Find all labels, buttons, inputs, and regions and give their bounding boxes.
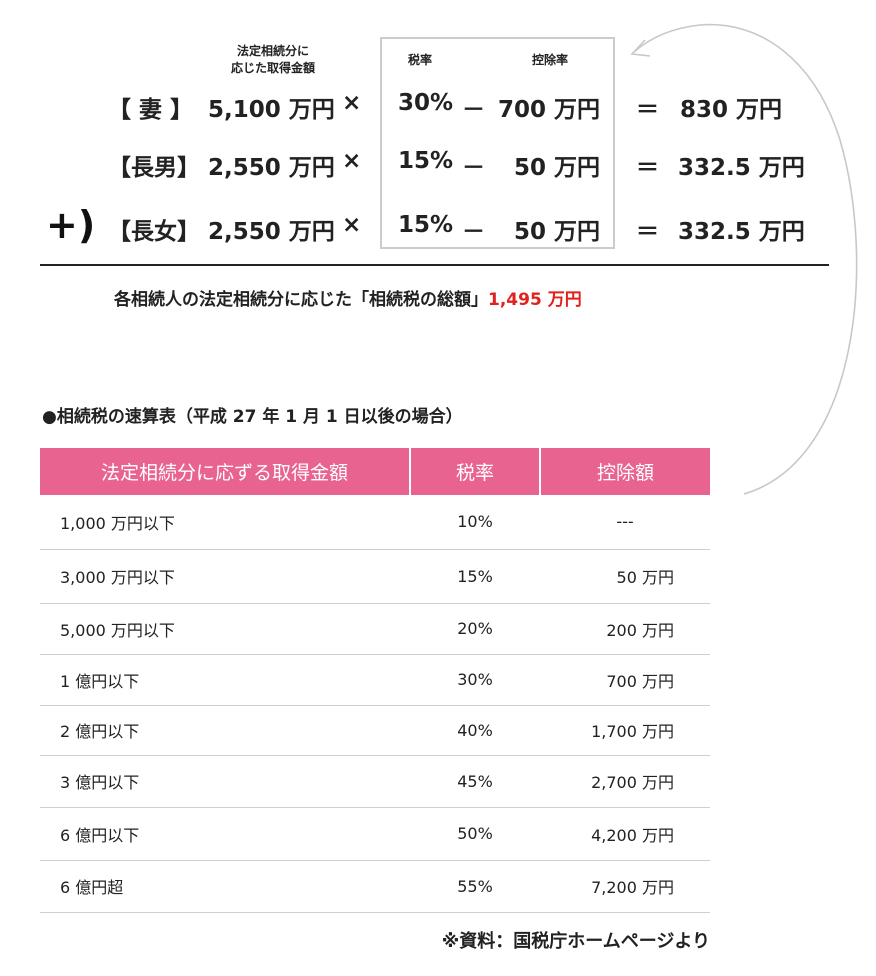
minus-sign: －	[462, 97, 485, 123]
cell-deduction: 1,700 万円	[540, 705, 710, 756]
tax-result: 332.5 万円	[678, 219, 805, 245]
cell-amount: 3,000 万円以下	[40, 549, 410, 604]
deduction-value: 50 万円	[513, 155, 600, 181]
table-row: 1 億円以下 30% 700 万円	[40, 654, 710, 706]
cell-deduction: ---	[540, 495, 710, 550]
tax-result: 830 万円	[680, 97, 783, 123]
calc-row-eldest-daughter: 【長女】 2,550 万円 × 15% － 50 万円 ＝ 332.5 万円	[0, 212, 876, 245]
heir-label: 【 妻 】	[108, 97, 194, 123]
cell-rate: 20%	[410, 603, 540, 655]
total-tax-line: 各相続人の法定相続分に応じた「相続税の総額」1,495 万円	[114, 285, 582, 310]
times-sign: ×	[342, 90, 362, 116]
deduction-value: 700 万円	[497, 97, 600, 123]
equals-sign: ＝	[636, 97, 659, 123]
cell-deduction: 4,200 万円	[540, 807, 710, 861]
table-row: 3 億円以下 45% 2,700 万円	[40, 755, 710, 808]
sum-divider-line	[40, 264, 829, 266]
times-sign: ×	[342, 212, 362, 238]
cell-rate: 45%	[410, 755, 540, 808]
amount-column-header: 法定相続分に 応じた取得金額	[208, 43, 338, 77]
speed-table: 法定相続分に応ずる取得金額 税率 控除額 1,000 万円以下 10% --- …	[40, 448, 710, 913]
rate-column-header: 税率	[407, 53, 432, 67]
total-tax-amount: 1,495 万円	[488, 290, 582, 310]
equals-sign: ＝	[636, 219, 659, 245]
table-header-row: 法定相続分に応ずる取得金額 税率 控除額	[40, 448, 710, 495]
header-deduction: 控除額	[539, 448, 710, 495]
heir-amount: 2,550 万円	[208, 155, 335, 181]
cell-rate: 10%	[410, 495, 540, 550]
cell-deduction: 7,200 万円	[540, 860, 710, 913]
source-note: ※資料：国税庁ホームページより	[441, 931, 710, 952]
deduction-column-header: 控除率	[531, 53, 568, 67]
calc-row-wife: 【 妻 】 5,100 万円 × 30% － 700 万円 ＝ 830 万円	[0, 90, 876, 123]
cell-amount: 1 億円以下	[40, 654, 410, 706]
table-row: 3,000 万円以下 15% 50 万円	[40, 549, 710, 604]
amount-header-line-1: 法定相続分に	[236, 44, 309, 58]
total-tax-label: 各相続人の法定相続分に応じた「相続税の総額」	[114, 290, 488, 310]
cell-rate: 50%	[410, 807, 540, 861]
times-sign: ×	[342, 148, 362, 174]
minus-sign: －	[462, 219, 485, 245]
heir-label: 【長女】	[108, 219, 200, 245]
minus-sign: －	[462, 155, 485, 181]
cell-rate: 15%	[410, 549, 540, 604]
tax-rate: 30%	[398, 90, 454, 116]
heir-amount: 5,100 万円	[208, 97, 335, 123]
tax-rate: 15%	[398, 148, 454, 174]
cell-amount: 2 億円以下	[40, 705, 410, 756]
header-rate: 税率	[409, 448, 540, 495]
cell-deduction: 50 万円	[540, 549, 710, 604]
cell-deduction: 2,700 万円	[540, 755, 710, 808]
cell-deduction: 200 万円	[540, 603, 710, 655]
deduction-value: 50 万円	[513, 219, 600, 245]
table-row: 6 億円超 55% 7,200 万円	[40, 860, 710, 913]
table-row: 6 億円以下 50% 4,200 万円	[40, 807, 710, 861]
heir-amount: 2,550 万円	[208, 219, 335, 245]
cell-rate: 40%	[410, 705, 540, 756]
amount-header-line-2: 応じた取得金額	[230, 61, 315, 75]
table-row: 1,000 万円以下 10% ---	[40, 495, 710, 550]
cell-rate: 30%	[410, 654, 540, 706]
cell-amount: 6 億円以下	[40, 807, 410, 861]
cell-rate: 55%	[410, 860, 540, 913]
heir-label: 【長男】	[108, 155, 200, 181]
cell-amount: 1,000 万円以下	[40, 495, 410, 550]
table-row: 5,000 万円以下 20% 200 万円	[40, 603, 710, 655]
table-row: 2 億円以下 40% 1,700 万円	[40, 705, 710, 756]
cell-amount: 6 億円超	[40, 860, 410, 913]
rate-deduction-box	[380, 37, 615, 249]
calc-row-eldest-son: 【長男】 2,550 万円 × 15% － 50 万円 ＝ 332.5 万円	[0, 148, 876, 181]
cell-amount: 3 億円以下	[40, 755, 410, 808]
cell-deduction: 700 万円	[540, 654, 710, 706]
speed-table-title: ●相続税の速算表（平成 27 年 1 月 1 日以後の場合）	[42, 407, 463, 427]
tax-rate: 15%	[398, 212, 454, 238]
header-amount: 法定相続分に応ずる取得金額	[40, 448, 410, 495]
cell-amount: 5,000 万円以下	[40, 603, 410, 655]
plus-mark: +)	[46, 203, 96, 247]
tax-result: 332.5 万円	[678, 155, 805, 181]
equals-sign: ＝	[636, 155, 659, 181]
